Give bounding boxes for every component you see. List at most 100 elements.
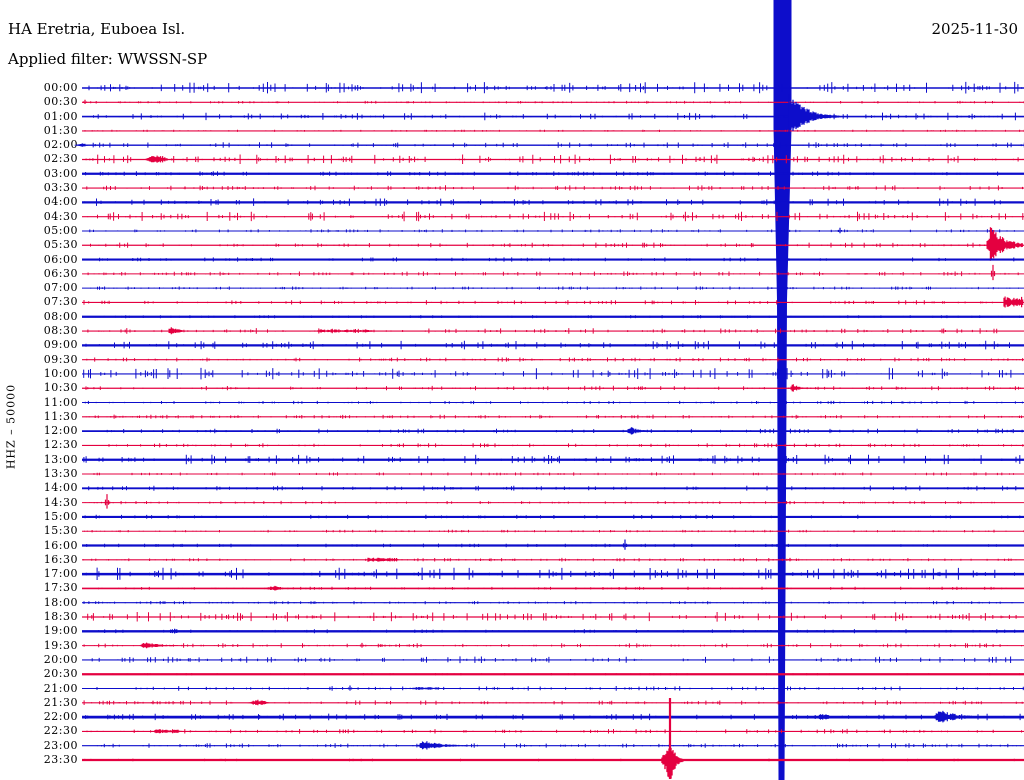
trace-noise [84, 198, 1003, 206]
trace-event [154, 729, 180, 734]
trace-noise [92, 142, 1024, 148]
time-label: 03:30 [43, 181, 78, 195]
time-label: 20:30 [43, 667, 78, 681]
trace-noise [89, 229, 1015, 233]
time-label: 04:00 [43, 195, 78, 209]
time-label: 12:00 [43, 424, 78, 438]
trace-event [622, 539, 628, 550]
trace-event [367, 557, 793, 562]
time-label: 11:00 [43, 395, 78, 409]
trace-noise [86, 543, 1023, 548]
time-label: 06:30 [43, 266, 78, 280]
time-label: 05:30 [43, 238, 78, 252]
time-label: 02:00 [43, 138, 78, 152]
time-label: 02:30 [43, 152, 78, 166]
second-shock-body [661, 747, 690, 779]
trace-noise [83, 300, 1018, 305]
time-label: 06:00 [43, 252, 78, 266]
trace-noise [90, 100, 1024, 104]
trace-noise [83, 643, 1022, 648]
trace-event [990, 264, 996, 281]
time-label: 16:30 [43, 552, 78, 566]
trace-noise [100, 428, 1023, 434]
trace-event [626, 427, 649, 435]
time-label: 14:30 [43, 495, 78, 509]
time-label: 08:00 [43, 309, 78, 323]
trace-noise [87, 211, 1024, 222]
trace-noise [94, 586, 1017, 590]
trace-event [82, 99, 88, 105]
trace-event [837, 227, 843, 234]
time-label: 10:30 [43, 381, 78, 395]
time-label: 10:00 [43, 366, 78, 380]
time-label: 22:30 [43, 724, 78, 738]
time-label: 09:30 [43, 352, 78, 366]
time-label: 09:00 [43, 338, 78, 352]
trace-event [254, 710, 986, 723]
trace-noise [85, 385, 1021, 391]
time-label: 01:30 [43, 123, 78, 137]
time-label: 19:00 [43, 624, 78, 638]
main-shock-clipped-band [773, 0, 792, 780]
time-label: 13:30 [43, 467, 78, 481]
trace-noise [88, 485, 1017, 491]
trace-noise [87, 271, 1019, 277]
time-label: 11:30 [43, 409, 78, 423]
trace-noise [83, 557, 1017, 562]
trace-noise [86, 357, 1024, 362]
time-label: 18:30 [43, 610, 78, 624]
trace-noise [83, 367, 1024, 380]
time-label: 22:00 [43, 710, 78, 724]
trace-event [139, 642, 365, 649]
trace-noise [84, 529, 1024, 533]
time-label: 17:30 [43, 581, 78, 595]
time-label: 15:00 [43, 509, 78, 523]
trace-event [167, 628, 180, 634]
record-date: 2025-11-30 [931, 20, 1018, 38]
trace-event [144, 155, 703, 163]
trace-noise [85, 567, 1024, 580]
trace-event [104, 494, 110, 509]
trace-event [416, 741, 468, 750]
time-label: 21:30 [43, 695, 78, 709]
trace-noise [85, 154, 1024, 164]
trace-noise [90, 286, 1019, 290]
station-title: HA Eretria, Euboea Isl. [8, 20, 186, 38]
trace-noise [98, 629, 1024, 634]
trace-event [167, 327, 373, 335]
time-label: 16:00 [43, 538, 78, 552]
trace-noise [91, 656, 1023, 664]
time-label: 14:00 [43, 481, 78, 495]
trace-event [789, 384, 809, 392]
time-label: 08:30 [43, 324, 78, 338]
time-label: 05:00 [43, 223, 78, 237]
time-label: 00:00 [43, 81, 78, 94]
time-label: 18:00 [43, 595, 78, 609]
time-label: 19:30 [43, 638, 78, 652]
trace-noise [85, 81, 1023, 94]
trace-noise [83, 454, 1021, 465]
time-label: 20:00 [43, 652, 78, 666]
trace-noise [87, 315, 1022, 319]
trace-noise [85, 414, 1024, 419]
trace-noise [83, 601, 1013, 605]
main-shock-coda [788, 94, 840, 136]
time-label: 23:00 [43, 738, 78, 752]
trace-event [305, 685, 440, 691]
trace-noise [84, 400, 1023, 405]
trace-event [74, 143, 89, 147]
trace-noise [84, 129, 1024, 132]
trace-noise [84, 500, 995, 505]
time-label: 15:30 [43, 524, 78, 538]
trace-noise [83, 257, 1017, 262]
time-label: 12:30 [43, 438, 78, 452]
time-label: 23:30 [43, 753, 78, 766]
trace-event [985, 227, 1023, 261]
time-label: 13:00 [43, 452, 78, 466]
time-label: 21:00 [43, 681, 78, 695]
filter-label: Applied filter: WWSSN-SP [8, 50, 208, 68]
trace-event [264, 585, 286, 591]
trace-noise [85, 713, 1021, 721]
trace-noise [86, 185, 1023, 191]
trace-event [507, 171, 513, 176]
